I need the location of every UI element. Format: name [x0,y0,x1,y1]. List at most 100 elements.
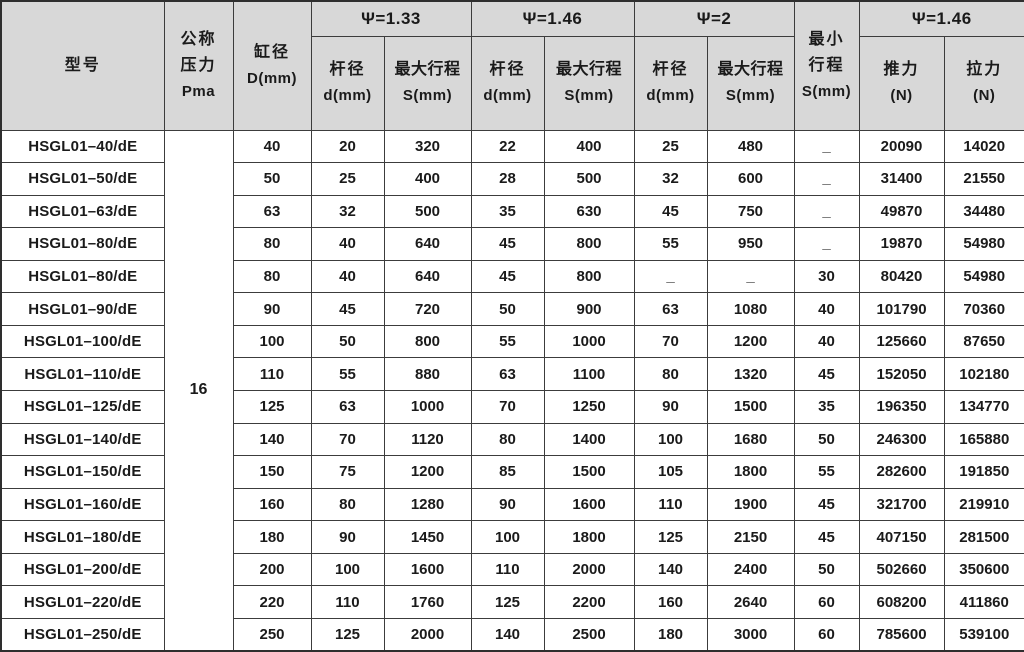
s146-cell: 2200 [543,585,635,619]
pull-cell: 165880 [943,422,1024,457]
d133-cell: 40 [310,259,385,294]
header-row-sub: 杆径 d(mm) 最大行程 S(mm) 杆径 d(mm) 最大行程 S(mm) … [1,35,1024,131]
bore-cell: 90 [232,292,312,326]
min-cell: _ [793,194,860,229]
group-header-psi-2: Ψ=2 [633,0,795,37]
push-cell: 31400 [858,162,945,196]
pull-cell: 281500 [943,520,1024,554]
d133-cell: 40 [310,227,385,261]
d133-cell: 70 [310,422,385,457]
table-row: HSGL01–180/dE 180 90 1450 100 1800 125 2150 45 40… [0,520,1024,554]
pull-cell: 134770 [943,390,1024,424]
d133-cell: 75 [310,455,385,489]
s133-cell: 320 [383,129,472,164]
pull-cell: 54980 [943,259,1024,294]
s2-cell: _ [706,259,795,294]
d133-cell: 80 [310,487,385,522]
model-cell: HSGL01–63/dE [0,194,165,229]
push-cell: 608200 [858,585,945,619]
table-body: HSGL01–40/dE 16 40 20 320 22 400 25 480 _ 20090 140… [0,129,1024,652]
d146-cell: 28 [470,162,545,196]
s146-cell: 1600 [543,487,635,522]
d2-cell: 70 [633,324,708,359]
table-header: 型号 公称 压力 Pma 缸径 D(mm) Ψ=1.33 Ψ=1.46 Ψ=2 … [0,0,1024,131]
bore-cell: 40 [232,129,312,164]
pull-cell: 14020 [943,129,1024,164]
model-cell: HSGL01–40/dE [0,129,165,164]
push-cell: 321700 [858,487,945,522]
d146-cell: 125 [470,585,545,619]
table-row: HSGL01–125/dE 125 63 1000 70 1250 90 1500 35 1963… [0,390,1024,424]
push-cell: 282600 [858,455,945,489]
d2-cell: _ [633,259,708,294]
col-header-stroke-2: 最大行程 S(mm) [706,35,795,131]
d2-cell: 90 [633,390,708,424]
bore-cell: 180 [232,520,312,554]
d146-cell: 22 [470,129,545,164]
table-row: HSGL01–40/dE 16 40 20 320 22 400 25 480 _ 20090 140… [0,129,1024,652]
min-cell: 40 [793,292,860,326]
bore-cell: 220 [232,585,312,619]
s146-cell: 800 [543,259,635,294]
d2-cell: 63 [633,292,708,326]
s133-cell: 800 [383,324,472,359]
push-cell: 785600 [858,617,945,652]
d2-cell: 80 [633,357,708,391]
d2-cell: 140 [633,552,708,587]
s133-cell: 1450 [383,520,472,554]
d146-cell: 35 [470,194,545,229]
s146-cell: 400 [543,129,635,164]
col-header-rod-146: 杆径 d(mm) [470,35,545,131]
pull-cell: 219910 [943,487,1024,522]
d146-cell: 50 [470,292,545,326]
s146-cell: 1500 [543,455,635,489]
s133-cell: 1200 [383,455,472,489]
d133-cell: 110 [310,585,385,619]
min-cell: _ [793,129,860,164]
min-cell: 60 [793,585,860,619]
d133-cell: 55 [310,357,385,391]
s2-cell: 1800 [706,455,795,489]
d146-cell: 100 [470,520,545,554]
min-cell: 50 [793,422,860,457]
d2-cell: 160 [633,585,708,619]
bore-cell: 140 [232,422,312,457]
bore-cell: 200 [232,552,312,587]
pull-cell: 34480 [943,194,1024,229]
model-cell: HSGL01–50/dE [0,162,165,196]
s2-cell: 2150 [706,520,795,554]
table-row: HSGL01–150/dE 150 75 1200 85 1500 105 1800 55 282… [0,455,1024,489]
model-cell: HSGL01–80/dE [0,227,165,261]
d146-cell: 110 [470,552,545,587]
s146-cell: 900 [543,292,635,326]
col-header-pull-force: 拉力 (N) [943,35,1024,131]
s146-cell: 1100 [543,357,635,391]
s146-cell: 2000 [543,552,635,587]
s133-cell: 500 [383,194,472,229]
s2-cell: 2400 [706,552,795,587]
s2-cell: 1320 [706,357,795,391]
s133-cell: 1000 [383,390,472,424]
pull-cell: 54980 [943,227,1024,261]
model-cell: HSGL01–110/dE [0,357,165,391]
s146-cell: 1400 [543,422,635,457]
model-cell: HSGL01–180/dE [0,520,165,554]
push-cell: 125660 [858,324,945,359]
push-cell: 502660 [858,552,945,587]
bore-cell: 150 [232,455,312,489]
min-cell: 60 [793,617,860,652]
s2-cell: 480 [706,129,795,164]
d146-cell: 140 [470,617,545,652]
group-header-force-psi-146: Ψ=1.46 [858,0,1024,37]
table-row: HSGL01–63/dE 63 32 500 35 630 45 750 _ 49870 34480 [0,194,1024,229]
s133-cell: 720 [383,292,472,326]
d146-cell: 80 [470,422,545,457]
d2-cell: 55 [633,227,708,261]
min-cell: 55 [793,455,860,489]
model-cell: HSGL01–150/dE [0,455,165,489]
min-cell: 35 [793,390,860,424]
group-header-psi-133: Ψ=1.33 [310,0,472,37]
header-row-groups: 型号 公称 压力 Pma 缸径 D(mm) Ψ=1.33 Ψ=1.46 Ψ=2 … [0,0,1024,131]
table-row: HSGL01–80/dE 80 40 640 45 800 _ _ 30 80420 54980 [0,259,1024,294]
s2-cell: 1080 [706,292,795,326]
